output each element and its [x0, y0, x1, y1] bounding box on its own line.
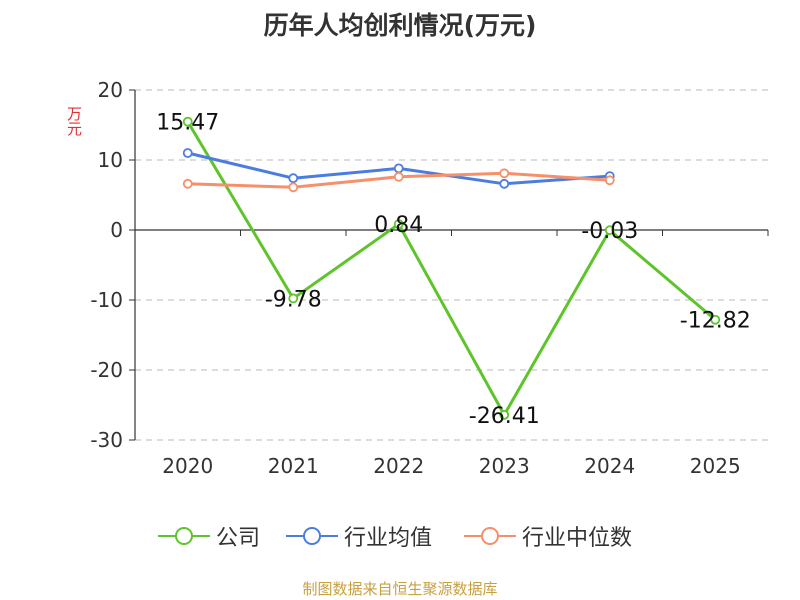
- x-tick-label: 2025: [690, 454, 741, 478]
- series-point-2: [393, 171, 404, 182]
- y-axis-unit: 万元: [65, 106, 83, 136]
- series-point-1: [288, 173, 299, 184]
- data-label: -12.82: [680, 309, 751, 334]
- data-label: 0.84: [374, 213, 423, 238]
- x-tick-label: 2022: [373, 454, 424, 478]
- y-tick-label: -10: [90, 288, 123, 312]
- series-point-0: [182, 116, 193, 127]
- chart-title: 历年人均创利情况(万元): [263, 11, 537, 40]
- data-labels: 15.47 -9.78 0.84 -26.41 -0.03 -12.82: [156, 111, 750, 429]
- y-tick-label: -30: [90, 428, 123, 452]
- series-point-2: [604, 175, 615, 186]
- legend-line-marker-icon: [464, 527, 516, 545]
- legend-label: 行业中位数: [522, 526, 633, 551]
- grid-lines: [135, 89, 768, 441]
- data-label: -26.41: [469, 404, 540, 429]
- legend-label: 行业均值: [344, 526, 433, 551]
- legend-line-marker-icon: [158, 527, 210, 545]
- series-point-0: [710, 314, 721, 325]
- series-point-0: [393, 219, 404, 230]
- series-point-0: [604, 225, 615, 236]
- legend: 公司 行业均值 行业中位数: [0, 518, 800, 558]
- series-point-0: [499, 409, 510, 420]
- series-point-1: [393, 163, 404, 174]
- y-tick-label: 20: [98, 78, 123, 102]
- y-tick-label: -20: [90, 358, 123, 382]
- y-tick-label: 0: [110, 218, 123, 242]
- data-label: -0.03: [581, 219, 638, 244]
- series-point-1: [499, 178, 510, 189]
- data-label: -9.78: [265, 287, 322, 312]
- axes: 20 10 0 -10 -20 -30 2020 2021 2022 2023 2024 2025: [90, 78, 769, 478]
- series-point-2: [499, 168, 510, 179]
- x-tick-label: 2021: [268, 454, 319, 478]
- legend-item-industry-median[interactable]: 行业中位数: [464, 518, 632, 554]
- x-tick-label: 2024: [584, 454, 635, 478]
- series-point-2: [182, 178, 193, 189]
- legend-item-company[interactable]: 公司: [158, 518, 260, 554]
- series-point-1: [182, 148, 193, 158]
- series-lines: [182, 116, 721, 420]
- legend-label: 公司: [216, 526, 261, 551]
- x-tick-label: 2020: [162, 454, 213, 478]
- series-point-0: [288, 293, 299, 304]
- series-point-2: [288, 182, 299, 193]
- data-label: 15.47: [156, 111, 219, 136]
- legend-item-industry-avg[interactable]: 行业均值: [286, 518, 432, 554]
- series-line-0: [186, 120, 717, 417]
- y-tick-label: 10: [98, 148, 123, 172]
- legend-line-marker-icon: [286, 527, 338, 545]
- x-tick-label: 2023: [479, 454, 530, 478]
- source-note: 制图数据来自恒生聚源数据库: [302, 580, 498, 598]
